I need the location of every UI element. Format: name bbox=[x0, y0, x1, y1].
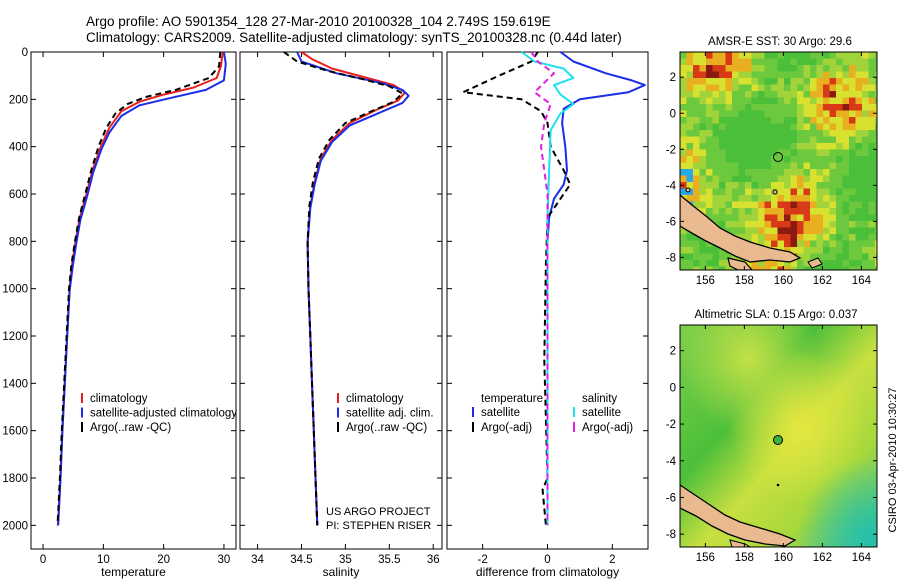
map-y-tick-label: 2 bbox=[670, 72, 676, 84]
map-y-tick-label: -8 bbox=[666, 252, 676, 264]
map-x-tick-label: 164 bbox=[852, 552, 872, 564]
legend-label: satellite bbox=[582, 407, 621, 419]
map-x-tick-label: 156 bbox=[696, 552, 715, 564]
y-tick-label: 2000 bbox=[2, 520, 28, 532]
sst-coastline bbox=[680, 187, 823, 270]
map-y-tick-label: 2 bbox=[670, 346, 676, 358]
x-tick-label: -2 bbox=[478, 554, 488, 566]
map-x-tick-label: 158 bbox=[735, 275, 754, 287]
x-tick-label: 35.5 bbox=[378, 554, 400, 566]
legend-label: Argo(-adj) bbox=[582, 422, 633, 434]
x-tick-label: 34 bbox=[251, 554, 264, 566]
sla-map: 156 158 160 162 164 2 0 -2 -4 -6 -8 Altimetric SLA… bbox=[666, 309, 878, 564]
series-line bbox=[530, 51, 555, 526]
legend-label: Argo(..raw -QC) bbox=[90, 422, 171, 434]
sla-argo-marker bbox=[773, 435, 783, 445]
x-tick-label: 35 bbox=[339, 554, 352, 566]
legend-label: satellite adj. clim. bbox=[346, 408, 434, 420]
y-tick-label: 1800 bbox=[2, 473, 28, 485]
sst-map-title: AMSR-E SST: 30 Argo: 29.6 bbox=[708, 36, 852, 48]
x-axis-label: salinity bbox=[323, 565, 360, 579]
map-y-tick-label: -6 bbox=[666, 216, 676, 228]
sst-axes: 156 158 160 162 164 2 0 -2 -4 -6 -8 bbox=[666, 52, 877, 287]
legend-label: satellite bbox=[481, 407, 520, 419]
map-x-tick-label: 160 bbox=[774, 552, 793, 564]
map-x-tick-label: 164 bbox=[852, 275, 872, 287]
x-axis-label: difference from climatology bbox=[476, 565, 619, 579]
sla-map-title: Altimetric SLA: 0.15 Argo: 0.037 bbox=[694, 309, 857, 321]
timestamp-label: CSIRO 03-Apr-2010 10:30:27 bbox=[887, 388, 899, 533]
map-y-tick-label: -2 bbox=[666, 419, 676, 431]
project-annotation: PI: STEPHEN RISER bbox=[326, 520, 431, 532]
y-tick-label: 1600 bbox=[2, 426, 28, 438]
legend-title: temperature bbox=[481, 393, 543, 405]
map-y-tick-label: -2 bbox=[666, 144, 676, 156]
panel-frame bbox=[30, 51, 237, 550]
x-tick-label: 20 bbox=[157, 554, 170, 566]
map-x-tick-label: 160 bbox=[774, 275, 793, 287]
map-y-tick-label: -6 bbox=[666, 492, 676, 504]
map-y-tick-label: -4 bbox=[666, 180, 677, 192]
x-tick-label: 10 bbox=[97, 554, 110, 566]
legend-label: climatology bbox=[346, 393, 404, 405]
y-tick-label: 1000 bbox=[2, 284, 28, 296]
legend-title: salinity bbox=[582, 393, 617, 405]
x-tick-label: 36 bbox=[427, 554, 440, 566]
y-tick-label: 800 bbox=[9, 236, 28, 248]
y-tick-label: 1200 bbox=[2, 331, 28, 343]
y-tick-label: 200 bbox=[9, 94, 28, 106]
profile-panels: 0 10 20 30020040060080010001200140016001800… bbox=[2, 47, 649, 579]
y-tick-label: 1400 bbox=[2, 378, 28, 390]
legend-label: climatology bbox=[90, 393, 148, 405]
sst-argo-marker bbox=[773, 152, 783, 162]
y-tick-label: 400 bbox=[9, 142, 28, 154]
y-tick-label: 0 bbox=[22, 47, 28, 59]
x-tick-label: 0 bbox=[544, 554, 550, 566]
sst-map: 156 158 160 162 164 2 0 -2 -4 -6 -8 AMSR-E SST: 30… bbox=[666, 36, 878, 287]
sla-axes: 156 158 160 162 164 2 0 -2 -4 -6 -8 bbox=[666, 325, 877, 564]
panel-temperature: 0 10 20 30 0 200 400 600 800 1000 1200 1400 1600 1800… bbox=[2, 47, 237, 579]
map-y-tick-label: -8 bbox=[666, 529, 676, 541]
panel-salinity: 34 34.5 35 35.5 36 salinity climatology satelli… bbox=[239, 51, 443, 579]
legend-label: Argo(..raw -QC) bbox=[346, 422, 427, 434]
x-tick-label: 30 bbox=[218, 554, 231, 566]
project-annotation: US ARGO PROJECT bbox=[326, 506, 431, 518]
x-tick-label: 0 bbox=[40, 554, 46, 566]
map-x-tick-label: 158 bbox=[735, 552, 754, 564]
panel-frame bbox=[239, 51, 443, 550]
map-x-tick-label: 156 bbox=[696, 275, 715, 287]
map-y-tick-label: 0 bbox=[670, 382, 676, 394]
series-line bbox=[283, 51, 404, 526]
map-x-tick-label: 162 bbox=[813, 275, 832, 287]
figure-title-line1: Argo profile: AO 5901354_128 27-Mar-2010… bbox=[86, 14, 551, 29]
legend-label: Argo(-adj) bbox=[481, 422, 532, 434]
figure-title-line2: Climatology: CARS2009. Satellite-adjuste… bbox=[86, 30, 622, 45]
y-tick-label: 600 bbox=[9, 189, 28, 201]
series-line bbox=[56, 51, 222, 526]
map-x-tick-label: 162 bbox=[813, 552, 832, 564]
map-y-tick-label: 0 bbox=[670, 108, 676, 120]
legend-label: satellite-adjusted climatology bbox=[90, 408, 237, 420]
x-tick-label: 2 bbox=[609, 554, 615, 566]
map-y-tick-label: -4 bbox=[666, 456, 677, 468]
x-axis-label: temperature bbox=[101, 565, 166, 579]
series-line bbox=[462, 51, 572, 526]
x-tick-label: 34.5 bbox=[290, 554, 312, 566]
